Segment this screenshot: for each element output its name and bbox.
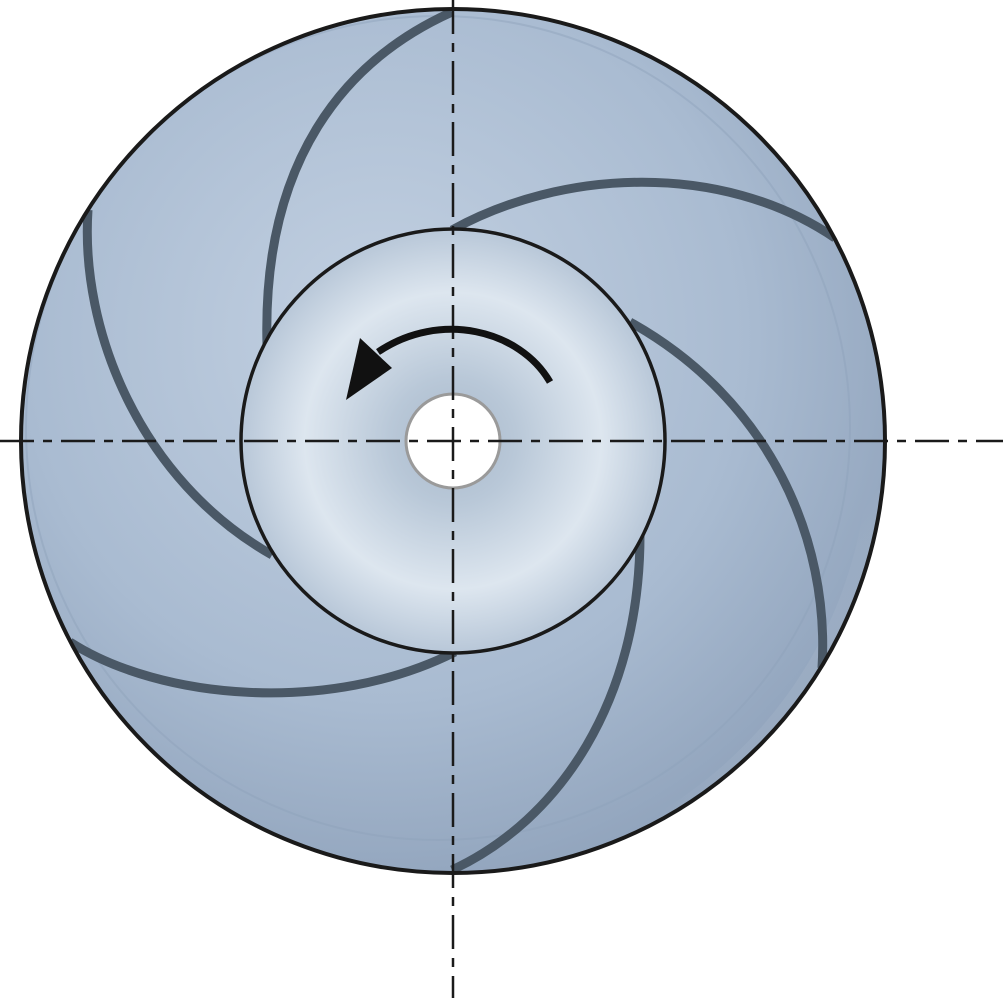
blade-5 [627,318,828,669]
blade-3 [67,638,458,698]
impeller-blades [67,9,838,873]
rotation-arrow-head [346,338,392,400]
blade-6 [449,177,838,242]
blade-1 [262,9,454,346]
curved-arrow-counterclockwise-icon [346,325,554,400]
blade-2 [82,209,275,559]
blade-4 [450,534,645,873]
rim-shadow [440,210,885,873]
rotation-arrow-shaft [376,325,554,384]
